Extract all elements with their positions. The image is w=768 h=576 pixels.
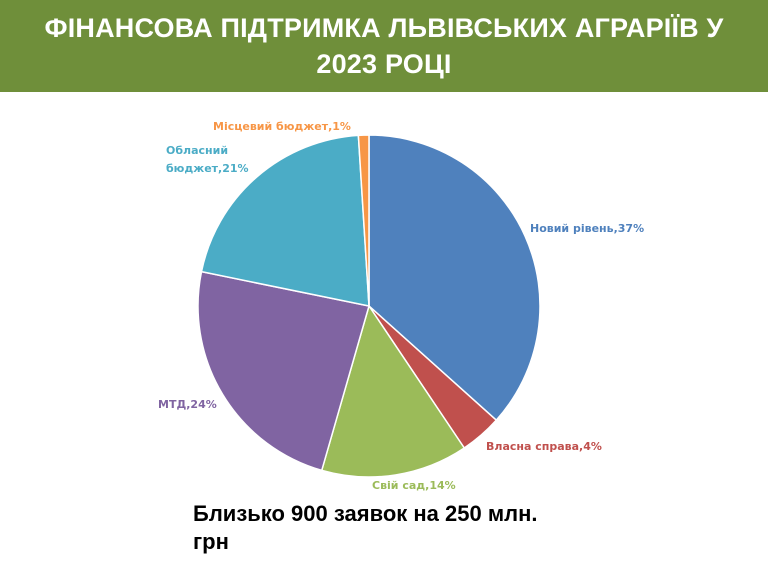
pie-label-0: Новий рівень,37% xyxy=(530,222,644,235)
pie-slice-4 xyxy=(200,134,370,307)
pie-labels: Новий рівень,37% Власна справа,4% Свій сад… xyxy=(158,120,644,492)
pie-label-3: МТД,24% xyxy=(158,398,217,411)
pie-label-1: Власна справа,4% xyxy=(486,440,602,453)
title-line-1: ФІНАНСОВА ПІДТРИМКА ЛЬВІВСЬКИХ АГРАРІЇВ … xyxy=(44,13,724,43)
pie-label-2: Свій сад,14% xyxy=(372,479,456,492)
pie-slice-3 xyxy=(197,270,370,472)
pie-chart: Новий рівень,37% Власна справа,4% Свій сад… xyxy=(158,120,644,492)
pie-slices xyxy=(197,134,541,478)
title-line-2: 2023 РОЦІ xyxy=(316,49,452,79)
slide-header: ФІНАНСОВА ПІДТРИМКА ЛЬВІВСЬКИХ АГРАРІЇВ … xyxy=(0,0,768,92)
pie-chart-area: Новий рівень,37% Власна справа,4% Свій сад… xyxy=(0,92,768,492)
pie-slice-5 xyxy=(357,134,370,307)
pie-label-4: Обласний бюджет,21% xyxy=(166,144,249,175)
pie-slice-0 xyxy=(368,134,541,422)
pie-label-5: Місцевий бюджет,1% xyxy=(213,120,351,133)
summary-note-line-2: грн xyxy=(193,529,229,554)
summary-note: Близько 900 заявок на 250 млн. грн xyxy=(193,500,613,556)
summary-note-line-1: Близько 900 заявок на 250 млн. xyxy=(193,501,538,526)
